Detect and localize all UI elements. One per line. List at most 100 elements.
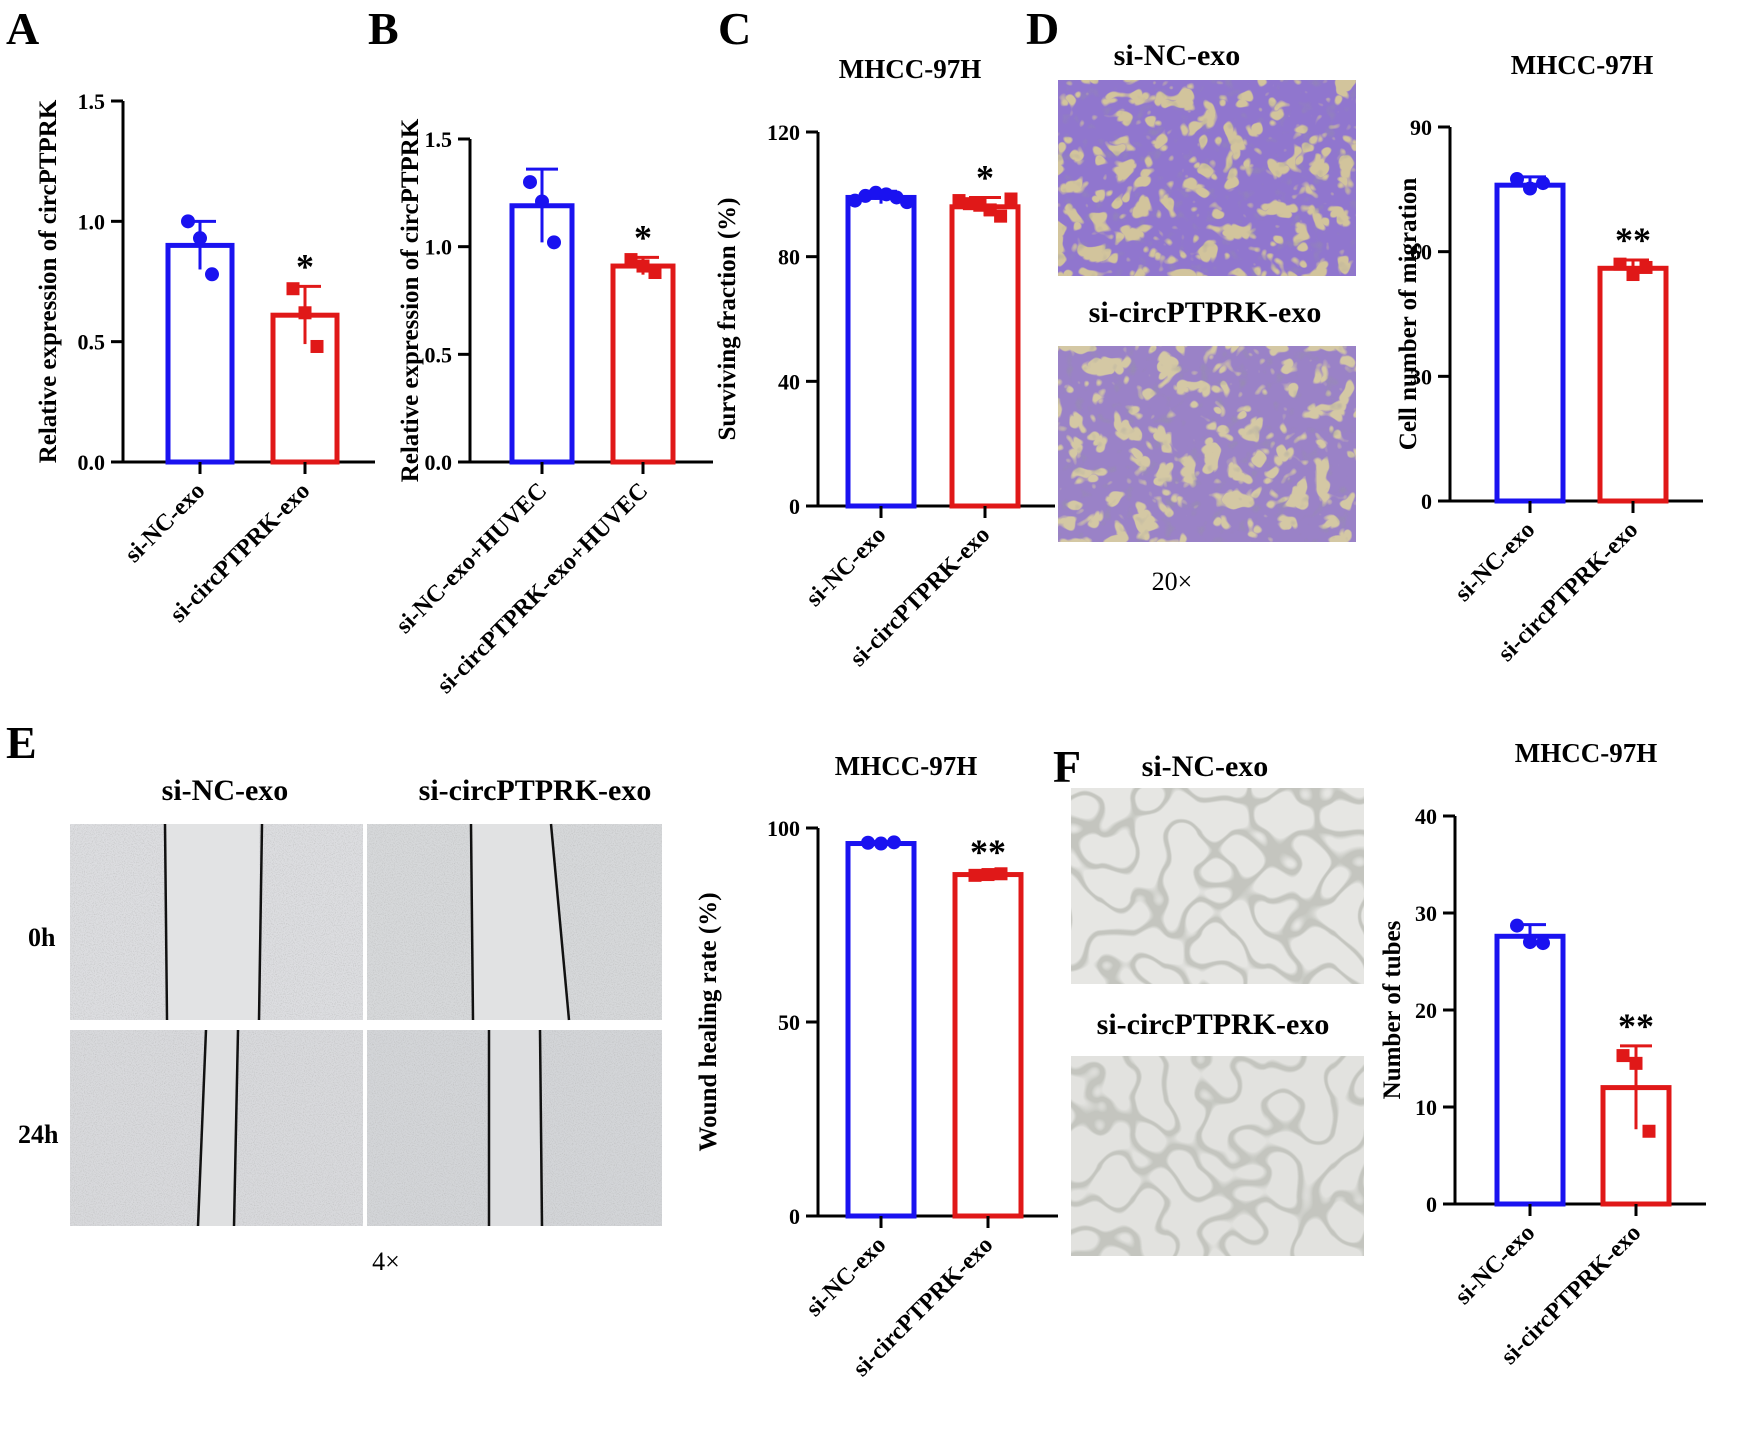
chart-b-y-axis-label: Relative expression of circPTPRK bbox=[397, 118, 424, 482]
chart-c-x-label-1: si-NC-exo bbox=[801, 522, 891, 612]
chart-a-point-2-2 bbox=[298, 306, 312, 320]
chart-f-y-tick-label-0: 0 bbox=[1426, 1192, 1437, 1217]
panel-e-image-sirna-24h bbox=[367, 1029, 662, 1227]
chart-c-title: MHCC-97H bbox=[839, 54, 981, 84]
chart-a-point-2-1 bbox=[286, 282, 300, 296]
chart-b-significance-2: * bbox=[634, 217, 652, 257]
chart-d-point-2-2 bbox=[1626, 268, 1640, 282]
chart-c-point-2-6 bbox=[1004, 192, 1018, 206]
chart-d-point-1-2 bbox=[1523, 181, 1537, 196]
panel-f-image-label-2: si-circPTPRK-exo bbox=[1097, 1008, 1330, 1041]
panel-e-row-label-0h: 0h bbox=[28, 923, 56, 952]
chart-a-significance-2: * bbox=[296, 246, 314, 286]
panel-e-row-label-24h: 24h bbox=[18, 1120, 59, 1149]
chart-d-y-tick-label-0: 0 bbox=[1421, 489, 1432, 514]
chart-d-y-tick-label-1: 30 bbox=[1410, 364, 1432, 389]
chart-f-significance-2: ** bbox=[1618, 1006, 1654, 1046]
chart-d-y-tick-label-3: 90 bbox=[1410, 115, 1432, 140]
chart-f-point-1-1 bbox=[1510, 918, 1524, 933]
panel-d-micrograph-1 bbox=[1058, 80, 1356, 276]
chart-d-title: MHCC-97H bbox=[1511, 50, 1653, 80]
chart-e-y-tick-label-1: 50 bbox=[778, 1010, 800, 1035]
chart-c-y-tick-label-0: 0 bbox=[789, 494, 800, 519]
chart-d-bar-1 bbox=[1494, 182, 1566, 504]
chart-b-y-tick-label-0: 0.0 bbox=[425, 450, 453, 475]
chart-c-bar-2 bbox=[949, 204, 1021, 509]
chart-f-point-1-2 bbox=[1523, 935, 1537, 950]
panel-f-micrograph-1 bbox=[1071, 788, 1364, 984]
chart-a-point-1-3 bbox=[205, 267, 219, 282]
chart-a-point-2-3 bbox=[310, 339, 324, 353]
panel-e-image-sirna-0h bbox=[367, 823, 662, 1021]
chart-b-bar-1 bbox=[509, 203, 575, 465]
chart-d-bar-2 bbox=[1597, 265, 1669, 504]
panel-letter-f: F bbox=[1053, 741, 1081, 792]
chart-c-point-2-5 bbox=[994, 209, 1008, 223]
chart-c-y-axis-label: Surviving fraction (%) bbox=[714, 197, 741, 440]
chart-e-point-1-2 bbox=[874, 836, 888, 851]
chart-d-point-2-1 bbox=[1613, 257, 1627, 271]
chart-b-point-1-1 bbox=[523, 175, 537, 190]
chart-c: MHCC-97H Surviving fraction (%) 0 40 80 120 si… bbox=[714, 54, 1055, 672]
panel-letter-c: C bbox=[718, 3, 751, 54]
chart-b-point-1-2 bbox=[535, 194, 549, 209]
panel-letter-d: D bbox=[1026, 3, 1059, 54]
chart-c-point-2-3 bbox=[973, 198, 987, 212]
chart-c-y-tick-label-3: 120 bbox=[767, 120, 800, 145]
chart-f-point-1-3 bbox=[1536, 936, 1550, 951]
chart-e-point-2-3 bbox=[994, 867, 1008, 881]
panel-f-image-label-1: si-NC-exo bbox=[1142, 750, 1269, 783]
chart-e-significance-2: ** bbox=[970, 832, 1006, 872]
chart-a-x-label-1: si-NC-exo bbox=[120, 478, 210, 568]
chart-a-y-tick-label-1: 0.5 bbox=[78, 330, 106, 355]
chart-b: Relative expression of circPTPRK 0.0 0.5 1.… bbox=[391, 118, 713, 699]
chart-a-y-tick-label-2: 1.0 bbox=[78, 209, 106, 234]
chart-b-x-label-2: si-circPTPRK-exo+HUVEC bbox=[432, 478, 653, 699]
chart-f-x-label-1: si-NC-exo bbox=[1450, 1220, 1540, 1310]
chart-d-x-label-1: si-NC-exo bbox=[1450, 517, 1540, 607]
chart-e-point-1-1 bbox=[861, 835, 875, 850]
chart-a-point-1-1 bbox=[181, 214, 195, 229]
chart-a-bar-1 bbox=[165, 242, 235, 465]
chart-b-y-tick-label-1: 0.5 bbox=[425, 342, 453, 367]
chart-b-y-tick-label-2: 1.0 bbox=[425, 235, 453, 260]
chart-a-y-tick-label-3: 1.5 bbox=[78, 89, 106, 114]
chart-e: MHCC-97H Wound healing rate (%) 0 50 100 si-N… bbox=[695, 751, 1058, 1382]
chart-e-bar-1 bbox=[845, 841, 917, 1219]
panel-d-image-label-2: si-circPTPRK-exo bbox=[1089, 296, 1322, 329]
chart-d: MHCC-97H Cell number of migration 0 30 60 90 s… bbox=[1395, 50, 1703, 667]
chart-e-point-2-2 bbox=[981, 868, 995, 882]
chart-e-y-axis-label: Wound healing rate (%) bbox=[695, 892, 722, 1151]
panel-e-magnification: 4× bbox=[372, 1247, 400, 1276]
chart-c-point-2-4 bbox=[983, 203, 997, 217]
panel-letter-a: A bbox=[6, 3, 39, 54]
panel-e-column-label-1: si-NC-exo bbox=[162, 774, 289, 807]
chart-a-y-tick-label-0: 0.0 bbox=[78, 450, 106, 475]
chart-f-y-tick-label-3: 30 bbox=[1415, 901, 1437, 926]
chart-f-point-2-2 bbox=[1629, 1056, 1643, 1070]
chart-c-point-1-3 bbox=[868, 185, 883, 200]
chart-d-y-tick-label-2: 60 bbox=[1410, 240, 1432, 265]
panel-e-image-nc-0h bbox=[70, 823, 363, 1021]
chart-f-y-tick-label-1: 10 bbox=[1415, 1095, 1437, 1120]
chart-c-point-1-6 bbox=[900, 195, 914, 210]
chart-e-y-tick-label-2: 100 bbox=[767, 816, 800, 841]
chart-c-bar-1 bbox=[845, 194, 917, 509]
chart-c-significance-2: * bbox=[976, 157, 994, 197]
panel-d-micrograph-2 bbox=[1058, 346, 1356, 542]
chart-b-point-2-3 bbox=[648, 266, 662, 280]
chart-c-point-2-1 bbox=[952, 194, 966, 208]
chart-b-point-2-1 bbox=[624, 253, 638, 267]
chart-a-y-axis-label: Relative expression of circPTPRK bbox=[35, 99, 62, 463]
chart-c-point-2-2 bbox=[962, 197, 976, 211]
panel-e-image-nc-24h bbox=[70, 1029, 363, 1227]
chart-d-point-1-3 bbox=[1536, 176, 1550, 191]
chart-d-significance-2: ** bbox=[1615, 220, 1651, 260]
chart-f-title: MHCC-97H bbox=[1515, 738, 1657, 768]
chart-b-point-1-3 bbox=[547, 235, 561, 250]
chart-b-bar-2 bbox=[610, 263, 676, 465]
chart-b-y-tick-label-3: 1.5 bbox=[425, 127, 453, 152]
chart-f-point-2-3 bbox=[1642, 1124, 1656, 1138]
chart-e-point-2-1 bbox=[968, 868, 982, 882]
panel-f-micrograph-2 bbox=[1071, 1056, 1364, 1256]
